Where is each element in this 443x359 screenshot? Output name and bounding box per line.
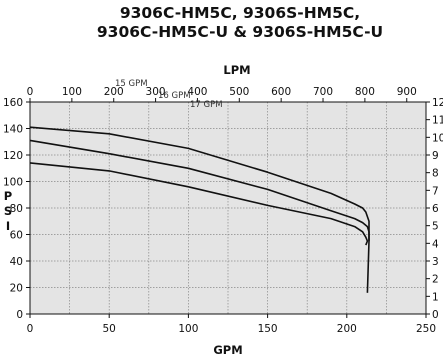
x-tick-label: 50: [103, 323, 116, 335]
y-axis-title-letter: I: [6, 219, 10, 233]
y-tick-label: 160: [3, 97, 23, 109]
series-line-0: [29, 126, 370, 293]
series-line-1: [29, 139, 370, 242]
y2-tick-label: 8: [432, 168, 439, 180]
y-tick-label: 20: [10, 283, 23, 295]
x2-axis-title: LPM: [223, 63, 250, 77]
y2-tick-label: 11: [432, 115, 443, 127]
series-label-1: 16 GPM: [158, 91, 191, 101]
chart-title-line-1: 9306C-HM5C, 9306S-HM5C,: [120, 4, 360, 22]
chart-title-line-2: 9306C-HM5C-U & 9306S-HM5C-U: [97, 23, 383, 41]
x2-tick-label: 0: [27, 86, 34, 98]
y-axis-title: PSI: [4, 189, 12, 233]
x2-tick-label: 500: [229, 86, 249, 98]
y2-tick-label: 5: [432, 221, 439, 233]
y-axis-title-letter: P: [4, 189, 12, 203]
series-label-2: 15 GPM: [115, 79, 148, 89]
grid-lines: [30, 102, 426, 314]
series-lines: [29, 126, 370, 293]
y-tick-label: 0: [16, 309, 23, 321]
y2-tick-label: 6: [432, 203, 439, 215]
y2-tick-label: 7: [432, 185, 439, 197]
x-tick-label: 150: [258, 323, 278, 335]
x-tick-label: 100: [178, 323, 198, 335]
y-tick-label: 120: [3, 150, 23, 162]
y-tick-label: 80: [10, 203, 23, 215]
y2-tick-label: 3: [432, 256, 439, 268]
x2-tick-label: 400: [187, 86, 207, 98]
y-tick-label: 60: [10, 230, 23, 242]
series-label-0: 17 GPM: [190, 100, 223, 110]
x2-tick-label: 900: [397, 86, 417, 98]
y-tick-label: 140: [3, 124, 23, 136]
x2-tick-label: 600: [271, 86, 291, 98]
x2-tick-label: 800: [355, 86, 375, 98]
x2-tick-label: 700: [313, 86, 333, 98]
x-tick-label: 200: [337, 323, 357, 335]
x-axis-title: GPM: [213, 343, 242, 357]
x-tick-label: 0: [27, 323, 34, 335]
axes: [26, 98, 430, 318]
y-tick-label: 40: [10, 256, 23, 268]
x2-tick-label: 100: [62, 86, 82, 98]
x2-tick-label: 300: [146, 86, 166, 98]
x-tick-label: 250: [416, 323, 436, 335]
y2-tick-label: 4: [432, 238, 439, 250]
y2-tick-label: 9: [432, 150, 439, 162]
y2-tick-label: 10: [432, 132, 443, 144]
y2-tick-label: 2: [432, 274, 439, 286]
y2-tick-label: 12: [432, 97, 443, 109]
y2-tick-label: 1: [432, 291, 439, 303]
series-line-2: [29, 162, 369, 246]
y2-tick-label: 0: [432, 309, 439, 321]
y-axis-title-letter: S: [4, 204, 12, 218]
x2-tick-label: 200: [104, 86, 124, 98]
y-tick-label: 100: [3, 177, 23, 189]
